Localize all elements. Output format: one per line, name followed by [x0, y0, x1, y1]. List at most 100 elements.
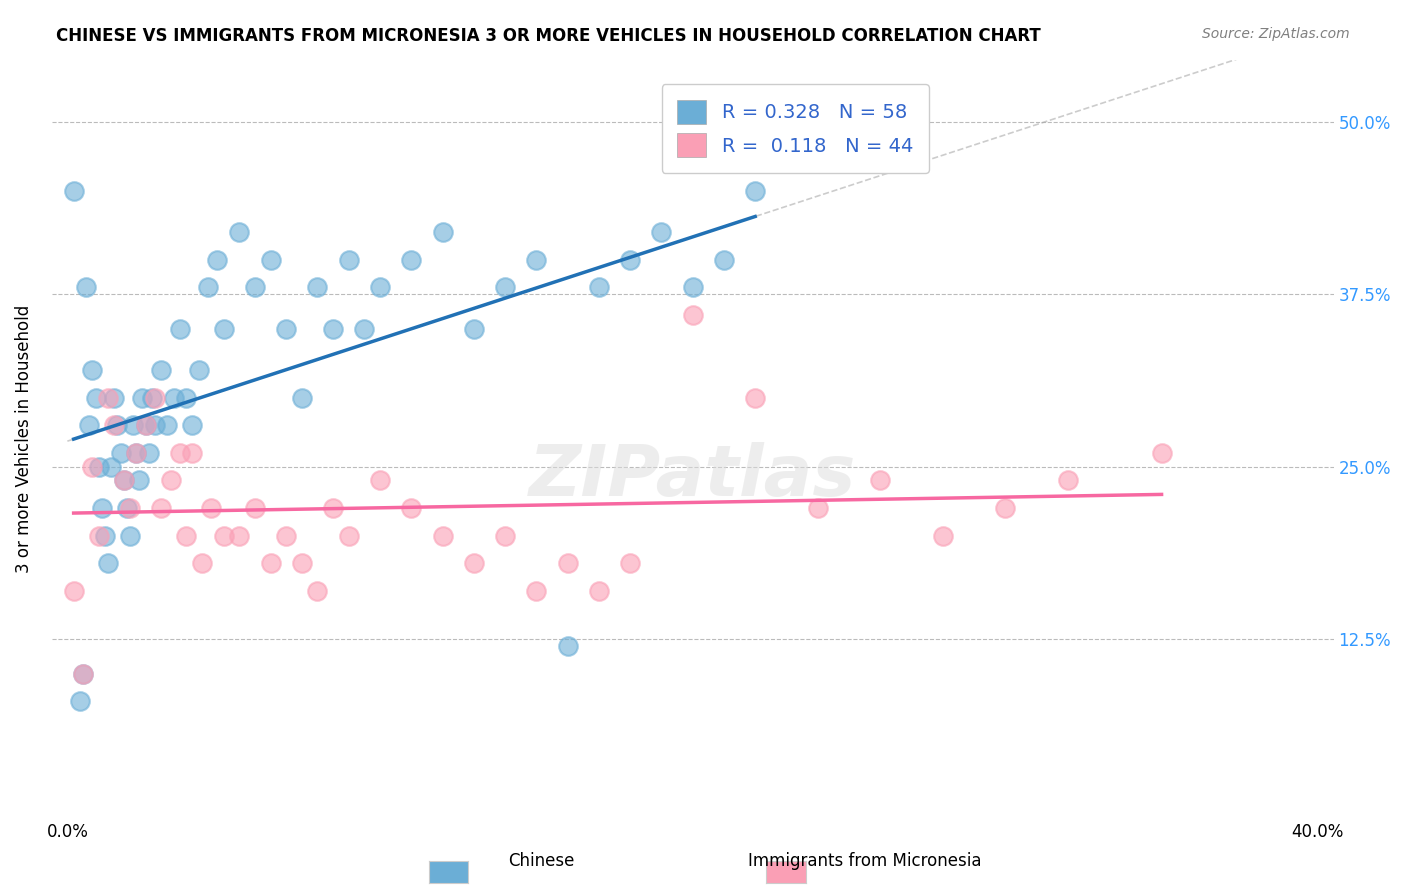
Point [107, 418, 129, 433]
Point [650, 225, 672, 239]
Point [291, 556, 314, 570]
Point [163, 391, 186, 405]
Point [337, 252, 360, 267]
Point [72, 666, 94, 681]
Point [228, 225, 250, 239]
Point [557, 556, 579, 570]
Point [276, 528, 298, 542]
Point [200, 501, 222, 516]
Point [100, 459, 122, 474]
Point [228, 528, 250, 542]
Y-axis label: 3 or more Vehicles in Household: 3 or more Vehicles in Household [15, 305, 32, 574]
Point [619, 252, 641, 267]
Point [69, 694, 91, 708]
Point [322, 321, 344, 335]
Point [432, 528, 454, 542]
Point [307, 280, 329, 294]
Point [353, 321, 375, 335]
Point [135, 418, 157, 433]
Point [174, 528, 197, 542]
Point [97, 391, 120, 405]
Point [207, 252, 229, 267]
Point [150, 363, 173, 377]
Point [197, 280, 219, 294]
Point [401, 252, 423, 267]
Text: Source: ZipAtlas.com: Source: ZipAtlas.com [1202, 27, 1350, 41]
Point [494, 528, 516, 542]
Text: ZIPatlas: ZIPatlas [529, 442, 856, 511]
Point [557, 639, 579, 653]
Point [75, 280, 97, 294]
Point [72, 666, 94, 681]
Point [135, 418, 157, 433]
Point [112, 474, 135, 488]
Point [212, 321, 235, 335]
Point [169, 321, 191, 335]
Point [463, 321, 485, 335]
Point [77, 418, 100, 433]
Point [713, 252, 735, 267]
Text: CHINESE VS IMMIGRANTS FROM MICRONESIA 3 OR MORE VEHICLES IN HOUSEHOLD CORRELATIO: CHINESE VS IMMIGRANTS FROM MICRONESIA 3 … [56, 27, 1040, 45]
Point [932, 528, 955, 542]
Point [368, 280, 391, 294]
Point [141, 391, 163, 405]
Point [87, 528, 110, 542]
Point [62, 583, 84, 598]
Point [524, 583, 547, 598]
Point [744, 184, 766, 198]
Point [62, 184, 84, 198]
Point [110, 446, 132, 460]
Point [118, 528, 141, 542]
Point [125, 446, 148, 460]
Legend: R = 0.328   N = 58, R =  0.118   N = 44: R = 0.328 N = 58, R = 0.118 N = 44 [662, 85, 929, 173]
Point [243, 501, 266, 516]
Point [307, 583, 329, 598]
Point [143, 391, 166, 405]
Point [115, 501, 138, 516]
Point [187, 363, 209, 377]
Point [588, 280, 610, 294]
Point [174, 391, 197, 405]
Point [131, 391, 153, 405]
Point [291, 391, 314, 405]
Point [368, 474, 391, 488]
Point [463, 556, 485, 570]
Point [994, 501, 1017, 516]
Point [494, 280, 516, 294]
Point [1056, 474, 1078, 488]
Point [322, 501, 344, 516]
Text: Immigrants from Micronesia: Immigrants from Micronesia [748, 852, 981, 870]
Point [212, 528, 235, 542]
Point [682, 280, 704, 294]
Point [122, 418, 145, 433]
Point [401, 501, 423, 516]
Point [807, 501, 830, 516]
Point [181, 446, 204, 460]
Point [619, 556, 641, 570]
Point [84, 391, 107, 405]
Point [588, 583, 610, 598]
Point [82, 363, 104, 377]
Point [128, 474, 150, 488]
Point [159, 474, 181, 488]
Point [150, 501, 173, 516]
Point [125, 446, 148, 460]
Point [191, 556, 214, 570]
Point [169, 446, 191, 460]
Point [259, 556, 281, 570]
Point [259, 252, 281, 267]
Point [103, 391, 125, 405]
Point [112, 474, 135, 488]
Point [87, 459, 110, 474]
Point [744, 391, 766, 405]
Point [682, 308, 704, 322]
Point [143, 418, 166, 433]
Point [97, 556, 120, 570]
Point [94, 528, 117, 542]
Point [337, 528, 360, 542]
Point [243, 280, 266, 294]
Point [118, 501, 141, 516]
Text: Chinese: Chinese [508, 852, 575, 870]
Point [181, 418, 204, 433]
Point [156, 418, 179, 433]
